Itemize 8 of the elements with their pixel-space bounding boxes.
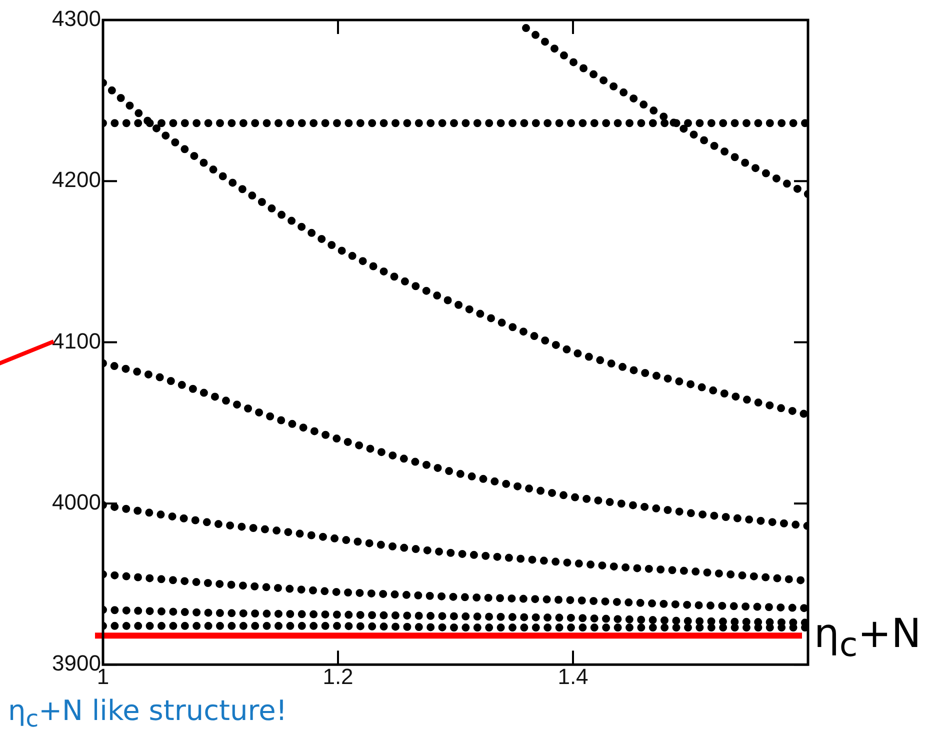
x-tick-label: 1.4 xyxy=(558,664,588,689)
y-tick-label: 4100 xyxy=(52,328,101,354)
ref-line-label: η$_{c}$+N xyxy=(814,610,922,664)
x-tick-label: 1.2 xyxy=(322,664,354,689)
y-tick-label: 4300 xyxy=(52,6,101,32)
y-tick-label: 4000 xyxy=(52,490,101,515)
text: η$_{c}$+N like structure! xyxy=(8,694,288,733)
y-tick-label: 4200 xyxy=(52,167,101,192)
